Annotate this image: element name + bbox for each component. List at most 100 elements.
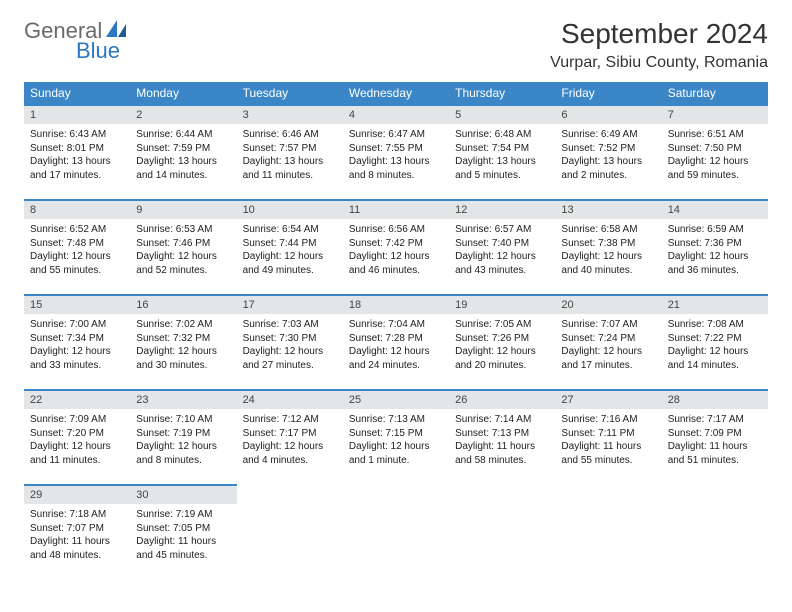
calendar-table: Sunday Monday Tuesday Wednesday Thursday…: [24, 82, 768, 580]
sunset-line: Sunset: 7:46 PM: [136, 237, 230, 251]
sunset-line: Sunset: 7:36 PM: [668, 237, 762, 251]
day-number-cell: [662, 485, 768, 504]
day-number-cell: 20: [555, 295, 661, 314]
day-number-cell: 18: [343, 295, 449, 314]
day-cell: Sunrise: 7:07 AMSunset: 7:24 PMDaylight:…: [555, 314, 661, 390]
day-cell: [237, 504, 343, 580]
sunset-line: Sunset: 7:07 PM: [30, 522, 124, 536]
week-row: Sunrise: 6:52 AMSunset: 7:48 PMDaylight:…: [24, 219, 768, 295]
day-number-cell: 22: [24, 390, 130, 409]
daylight-line: Daylight: 12 hours and 17 minutes.: [561, 345, 655, 372]
day-header-row: Sunday Monday Tuesday Wednesday Thursday…: [24, 82, 768, 105]
day-cell: Sunrise: 6:53 AMSunset: 7:46 PMDaylight:…: [130, 219, 236, 295]
daylight-line: Daylight: 11 hours and 58 minutes.: [455, 440, 549, 467]
daylight-line: Daylight: 13 hours and 2 minutes.: [561, 155, 655, 182]
day-number-cell: 12: [449, 200, 555, 219]
sunset-line: Sunset: 7:22 PM: [668, 332, 762, 346]
day-cell: Sunrise: 6:57 AMSunset: 7:40 PMDaylight:…: [449, 219, 555, 295]
day-cell: Sunrise: 7:02 AMSunset: 7:32 PMDaylight:…: [130, 314, 236, 390]
sunrise-line: Sunrise: 6:43 AM: [30, 128, 124, 142]
sunrise-line: Sunrise: 7:18 AM: [30, 508, 124, 522]
daylight-line: Daylight: 12 hours and 52 minutes.: [136, 250, 230, 277]
day-number-cell: 23: [130, 390, 236, 409]
week-row: Sunrise: 7:09 AMSunset: 7:20 PMDaylight:…: [24, 409, 768, 485]
sunset-line: Sunset: 7:11 PM: [561, 427, 655, 441]
day-cell: Sunrise: 6:47 AMSunset: 7:55 PMDaylight:…: [343, 124, 449, 200]
day-number-cell: 15: [24, 295, 130, 314]
sunrise-line: Sunrise: 7:08 AM: [668, 318, 762, 332]
daylight-line: Daylight: 12 hours and 4 minutes.: [243, 440, 337, 467]
day-number-cell: 3: [237, 105, 343, 124]
sunrise-line: Sunrise: 7:04 AM: [349, 318, 443, 332]
day-number-cell: 25: [343, 390, 449, 409]
sunrise-line: Sunrise: 6:58 AM: [561, 223, 655, 237]
sunrise-line: Sunrise: 6:53 AM: [136, 223, 230, 237]
sunset-line: Sunset: 7:44 PM: [243, 237, 337, 251]
daylight-line: Daylight: 12 hours and 24 minutes.: [349, 345, 443, 372]
sunrise-line: Sunrise: 6:51 AM: [668, 128, 762, 142]
week-row: Sunrise: 7:18 AMSunset: 7:07 PMDaylight:…: [24, 504, 768, 580]
sunset-line: Sunset: 7:52 PM: [561, 142, 655, 156]
day-number-cell: [237, 485, 343, 504]
daylight-line: Daylight: 13 hours and 5 minutes.: [455, 155, 549, 182]
daylight-line: Daylight: 11 hours and 55 minutes.: [561, 440, 655, 467]
day-number-cell: 29: [24, 485, 130, 504]
daylight-line: Daylight: 11 hours and 51 minutes.: [668, 440, 762, 467]
sunset-line: Sunset: 7:38 PM: [561, 237, 655, 251]
sunrise-line: Sunrise: 7:19 AM: [136, 508, 230, 522]
sunset-line: Sunset: 7:24 PM: [561, 332, 655, 346]
sunrise-line: Sunrise: 7:16 AM: [561, 413, 655, 427]
sunrise-line: Sunrise: 6:44 AM: [136, 128, 230, 142]
daynum-row: 15161718192021: [24, 295, 768, 314]
day-cell: Sunrise: 6:59 AMSunset: 7:36 PMDaylight:…: [662, 219, 768, 295]
header: General Blue September 2024 Vurpar, Sibi…: [24, 18, 768, 72]
sunrise-line: Sunrise: 6:47 AM: [349, 128, 443, 142]
sunrise-line: Sunrise: 7:10 AM: [136, 413, 230, 427]
sunrise-line: Sunrise: 6:49 AM: [561, 128, 655, 142]
sunset-line: Sunset: 7:20 PM: [30, 427, 124, 441]
day-number-cell: [449, 485, 555, 504]
day-number-cell: 1: [24, 105, 130, 124]
sunset-line: Sunset: 7:59 PM: [136, 142, 230, 156]
sunrise-line: Sunrise: 6:48 AM: [455, 128, 549, 142]
day-number-cell: 17: [237, 295, 343, 314]
day-cell: [343, 504, 449, 580]
daylight-line: Daylight: 13 hours and 14 minutes.: [136, 155, 230, 182]
day-cell: Sunrise: 6:49 AMSunset: 7:52 PMDaylight:…: [555, 124, 661, 200]
daylight-line: Daylight: 12 hours and 36 minutes.: [668, 250, 762, 277]
day-cell: Sunrise: 7:12 AMSunset: 7:17 PMDaylight:…: [237, 409, 343, 485]
day-cell: Sunrise: 6:44 AMSunset: 7:59 PMDaylight:…: [130, 124, 236, 200]
sunrise-line: Sunrise: 7:12 AM: [243, 413, 337, 427]
day-number-cell: 2: [130, 105, 236, 124]
sunrise-line: Sunrise: 7:14 AM: [455, 413, 549, 427]
sunrise-line: Sunrise: 6:54 AM: [243, 223, 337, 237]
sunrise-line: Sunrise: 7:05 AM: [455, 318, 549, 332]
day-cell: Sunrise: 7:18 AMSunset: 7:07 PMDaylight:…: [24, 504, 130, 580]
day-cell: Sunrise: 7:09 AMSunset: 7:20 PMDaylight:…: [24, 409, 130, 485]
location: Vurpar, Sibiu County, Romania: [550, 54, 768, 72]
daylight-line: Daylight: 12 hours and 40 minutes.: [561, 250, 655, 277]
day-cell: Sunrise: 6:52 AMSunset: 7:48 PMDaylight:…: [24, 219, 130, 295]
sunrise-line: Sunrise: 7:00 AM: [30, 318, 124, 332]
logo-text-blue: Blue: [76, 38, 120, 64]
day-cell: Sunrise: 6:51 AMSunset: 7:50 PMDaylight:…: [662, 124, 768, 200]
sunset-line: Sunset: 7:28 PM: [349, 332, 443, 346]
day-cell: Sunrise: 7:16 AMSunset: 7:11 PMDaylight:…: [555, 409, 661, 485]
daylight-line: Daylight: 12 hours and 11 minutes.: [30, 440, 124, 467]
sunrise-line: Sunrise: 6:52 AM: [30, 223, 124, 237]
day-number-cell: 27: [555, 390, 661, 409]
day-number-cell: 21: [662, 295, 768, 314]
day-header-cell: Sunday: [24, 82, 130, 105]
daylight-line: Daylight: 13 hours and 8 minutes.: [349, 155, 443, 182]
sunset-line: Sunset: 7:54 PM: [455, 142, 549, 156]
day-number-cell: 8: [24, 200, 130, 219]
daylight-line: Daylight: 12 hours and 8 minutes.: [136, 440, 230, 467]
sunrise-line: Sunrise: 6:57 AM: [455, 223, 549, 237]
sunrise-line: Sunrise: 6:59 AM: [668, 223, 762, 237]
day-number-cell: 6: [555, 105, 661, 124]
sunset-line: Sunset: 7:19 PM: [136, 427, 230, 441]
sunset-line: Sunset: 7:34 PM: [30, 332, 124, 346]
daylight-line: Daylight: 12 hours and 27 minutes.: [243, 345, 337, 372]
sunset-line: Sunset: 7:09 PM: [668, 427, 762, 441]
day-cell: Sunrise: 6:56 AMSunset: 7:42 PMDaylight:…: [343, 219, 449, 295]
